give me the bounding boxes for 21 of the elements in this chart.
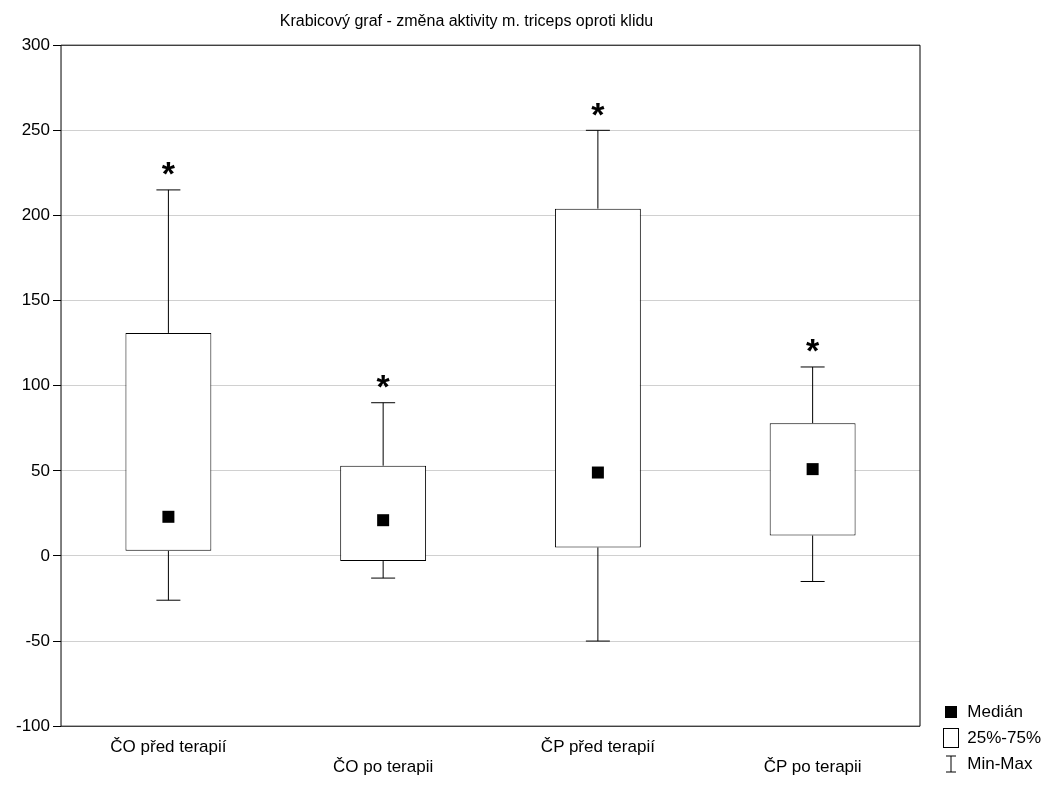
y-tick-label: 250 (21, 120, 51, 140)
x-tick-label: ČP po terapii (763, 757, 862, 777)
x-tick-label: ČP před terapií (540, 737, 656, 757)
annotation: * (806, 331, 821, 370)
y-tick-label: 200 (21, 205, 51, 225)
y-tick-label: 100 (21, 375, 51, 395)
y-tick-label: 50 (31, 460, 51, 480)
x-tick-label: ČO před terapií (110, 737, 227, 757)
x-tick-label: ČO po terapii (333, 757, 434, 777)
y-tick-label: 300 (21, 34, 51, 54)
y-tick-label: 150 (21, 290, 51, 310)
annotation: * (591, 94, 606, 133)
y-tick-label: -50 (25, 630, 51, 650)
text: Medián (967, 701, 1024, 723)
y-tick-label: 0 (40, 545, 51, 565)
text: 25%-75% (967, 727, 1041, 749)
annotation: * (161, 154, 176, 193)
chart-title: Krabicový graf - změna aktivity m. triceps oproti klidu (279, 12, 654, 30)
y-tick-label: -100 (15, 715, 51, 735)
annotation: * (376, 367, 391, 406)
text: Min-Max (967, 753, 1033, 775)
